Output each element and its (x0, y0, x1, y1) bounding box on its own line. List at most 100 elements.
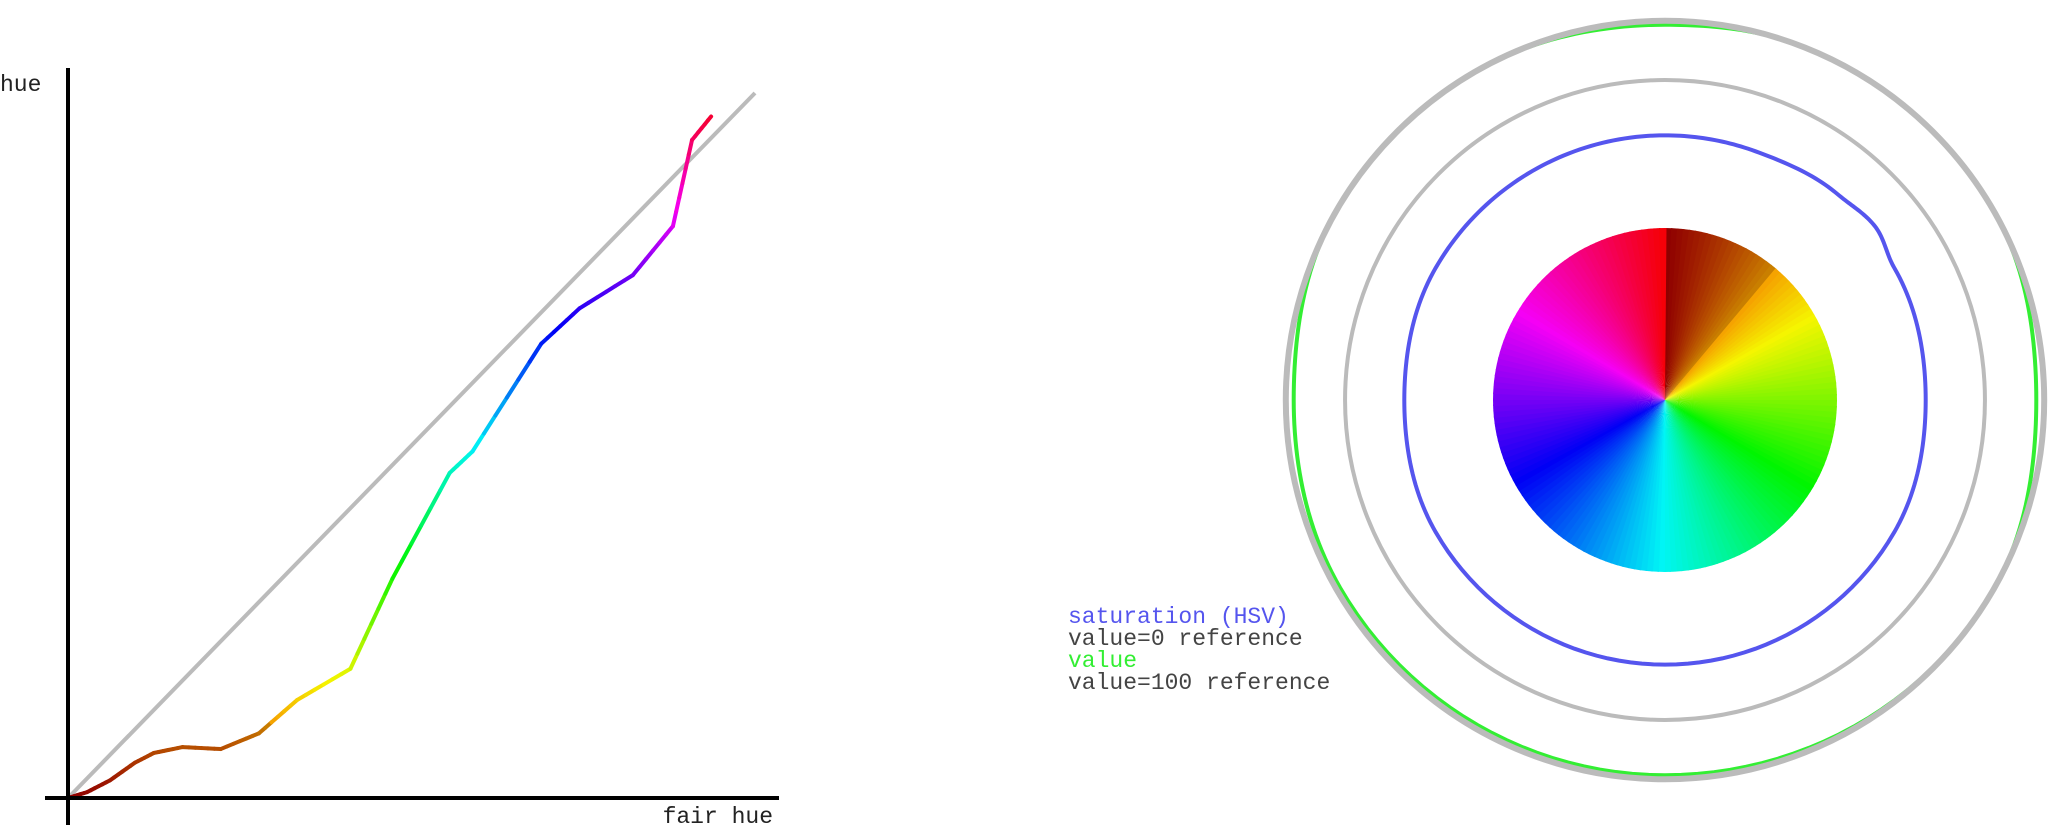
hue-wheel-wedge (1493, 400, 1665, 522)
hue-wheel-wedge (1665, 241, 1805, 400)
hue-curve-segment (376, 591, 388, 611)
polar-value-0-reference (1343, 78, 1987, 722)
hue-wheel-wedge (1665, 385, 1837, 400)
hue-wheel-wedge (1665, 400, 1756, 572)
hue-wheel-wedge (1498, 271, 1665, 400)
hue-wheel-wedge (1537, 231, 1665, 400)
hue-wheel-wedge (1608, 228, 1665, 400)
hue-wheel-wedge (1493, 400, 1665, 471)
hue-curve-segment (470, 431, 487, 454)
hue-wheel-wedge (1665, 400, 1832, 529)
hue-wheel-wedge (1665, 400, 1775, 572)
legend-entry-value: value (1068, 648, 1137, 674)
hue-wheel-wedge (1665, 237, 1800, 400)
hue-curve-segment (674, 195, 682, 214)
hue-wheel-wedge (1622, 228, 1665, 400)
hue-wheel-wedge (1665, 364, 1837, 400)
hue-wheel-wedge (1505, 400, 1665, 539)
hue-wheel-wedge (1493, 400, 1665, 464)
hue-wheel-wedge (1657, 228, 1667, 400)
legend-entry-saturation: saturation (HSV) (1068, 604, 1289, 630)
hue-curve-segment (383, 576, 395, 596)
hue-wheel-wedge (1665, 357, 1837, 400)
hue-curve-segment (680, 166, 688, 186)
hue-wheel-wedge (1536, 400, 1665, 567)
hue-wheel-wedge (1665, 400, 1787, 572)
hue-wheel-wedge (1665, 228, 1782, 400)
hue-wheel-wedge (1493, 400, 1665, 436)
hue-wheel-wedge (1665, 400, 1793, 569)
hue-wheel-wedge (1493, 301, 1665, 400)
hue-wheel-wedge (1665, 256, 1820, 400)
hue-curve-segment (348, 651, 360, 671)
hue-wheel-wedge (1665, 400, 1769, 572)
hue-wheel-wedge (1615, 228, 1665, 400)
hue-line-chart: hue fair hue (0, 68, 779, 825)
hue-wheel-wedge (1665, 400, 1819, 545)
hue-wheel-wedge (1549, 228, 1665, 400)
hue-wheel-wedge (1665, 400, 1824, 540)
hue-wheel-wedge (1650, 228, 1665, 400)
hue-wheel-wedge (1665, 329, 1837, 400)
hue-wheel-wedge (1493, 400, 1665, 429)
legend-entry-value-100-reference: value=100 reference (1068, 670, 1330, 696)
hue-wheel-wedge (1665, 267, 1829, 400)
hue-curve-segment (419, 506, 433, 528)
hue-curve-segment (399, 541, 414, 564)
hue-wheel-wedge (1515, 400, 1665, 549)
hue-wheel-wedge (1665, 400, 1804, 560)
hue-wheel-wedge (1665, 378, 1837, 400)
hue-wheel-wedge (1665, 400, 1729, 572)
hue-wheel-wedge (1521, 245, 1665, 400)
hue-curve-segment (504, 377, 521, 400)
hue-wheel-wedge (1665, 400, 1736, 572)
hue-wheel-wedge (1665, 309, 1837, 400)
hue-curve-segment (482, 413, 498, 436)
hue-wheel-wedge (1665, 400, 1837, 523)
hue-wheel-wedge (1493, 283, 1665, 400)
hue-wheel-wedge (1665, 400, 1694, 572)
hue-wheel-wedge (1665, 284, 1837, 400)
hue-wheel-wedge (1665, 400, 1708, 572)
hue-wheel-wedge (1561, 228, 1665, 400)
hue-wheel-wedge (1493, 398, 1665, 408)
hue-curve-segment (409, 523, 424, 546)
hue-wheel-wedge (1501, 400, 1665, 533)
hue-wheel-wedge (1665, 400, 1837, 505)
hue-wheel-wedge (1665, 350, 1837, 400)
hue-wheel-wedge (1665, 371, 1837, 400)
y-axis-label: hue (0, 72, 41, 98)
x-axis-label: fair hue (663, 804, 773, 825)
hue-wheel-wedge (1493, 400, 1665, 422)
hue-wheel-wedge (1629, 228, 1665, 400)
identity-reference-line (66, 91, 757, 800)
hue-wheel-wedge (1516, 250, 1665, 400)
hue-wheel-wedge (1555, 228, 1665, 400)
hue-wheel-wedge (1636, 228, 1665, 400)
hue-wheel-wedge (1643, 228, 1665, 400)
hue-curve-segment (390, 559, 404, 581)
hue-wheel-wedge (1665, 251, 1815, 400)
hue-wheel-wedge (1581, 228, 1665, 400)
hue-curve-segment (369, 606, 381, 626)
hue-wheel-wedge (1493, 400, 1665, 497)
hue-wheel-wedge (1520, 400, 1665, 554)
hue-wheel-wedge (1665, 336, 1837, 400)
hue-wheel (1493, 228, 1837, 572)
hue-wheel-wedge (1493, 400, 1665, 450)
hue-wheel-wedge (1665, 400, 1687, 572)
hue-curve-segment (677, 181, 685, 200)
hue-wheel-wedge (1506, 260, 1665, 400)
hue-wheel-wedge (1574, 228, 1665, 400)
hue-wheel-wedge (1530, 400, 1665, 563)
hue-wheel-wedge (1594, 228, 1665, 400)
hue-wheel-wedge (1493, 400, 1665, 443)
hue-curve-segment (362, 621, 374, 641)
hue-wheel-wedge (1665, 400, 1837, 517)
hue-wheel-wedge (1665, 400, 1798, 564)
polar-chart: saturation (HSV) value=0 reference value… (1068, 17, 2048, 783)
hue-wheel-wedge (1568, 228, 1665, 400)
hue-wheel-wedge (1526, 240, 1665, 400)
hue-wheel-wedge (1554, 400, 1665, 572)
hue-wheel-wedge (1665, 392, 1837, 402)
